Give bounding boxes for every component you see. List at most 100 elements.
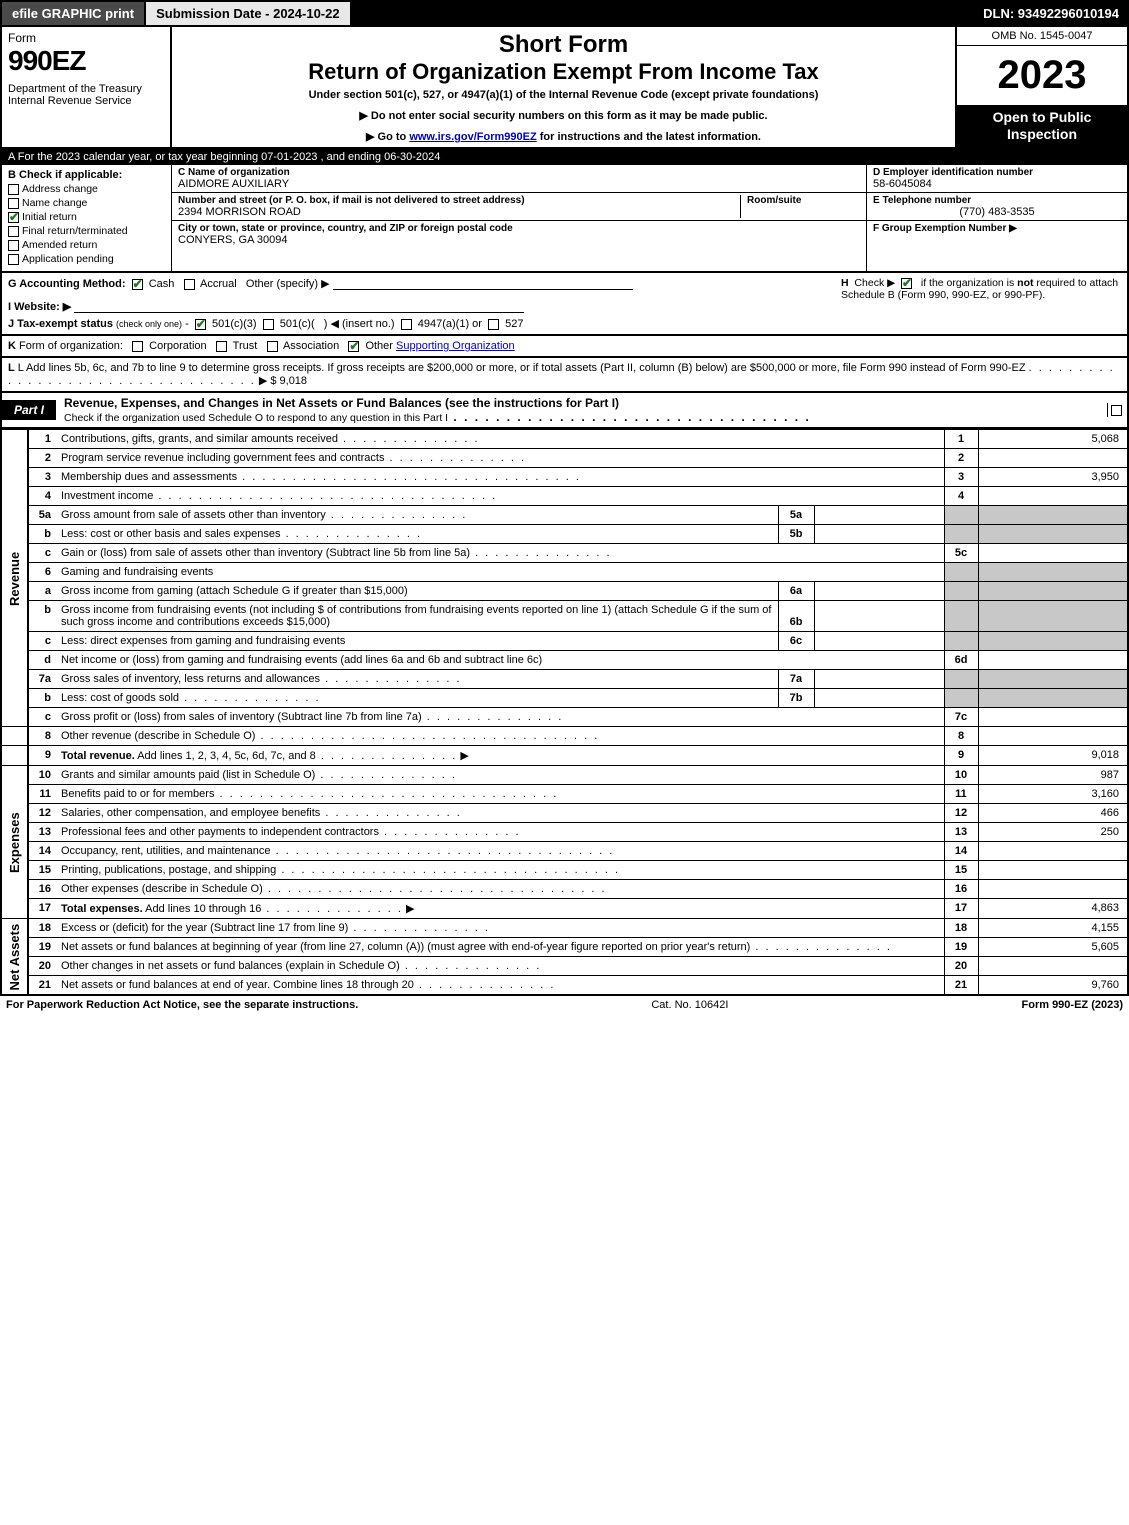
chk-schedule-b[interactable] — [901, 278, 912, 289]
block-bcdef: B Check if applicable: Address change Na… — [0, 165, 1129, 273]
block-ghi: G Accounting Method: Cash Accrual Other … — [0, 273, 1129, 336]
line-5a: 5a Gross amount from sale of assets othe… — [1, 506, 1128, 525]
chk-application-pending[interactable]: Application pending — [8, 253, 165, 265]
line-7c: c Gross profit or (loss) from sales of i… — [1, 708, 1128, 727]
chk-final-return[interactable]: Final return/terminated — [8, 225, 165, 237]
topbar: efile GRAPHIC print Submission Date - 20… — [0, 0, 1129, 27]
part1-table: Revenue 1 Contributions, gifts, grants, … — [0, 429, 1129, 996]
checkbox-icon[interactable] — [8, 226, 19, 237]
line-6b: b Gross income from fundraising events (… — [1, 601, 1128, 632]
ein-cell: D Employer identification number 58-6045… — [867, 165, 1127, 193]
line-16: 16 Other expenses (describe in Schedule … — [1, 880, 1128, 899]
line-12: 12 Salaries, other compensation, and emp… — [1, 804, 1128, 823]
website-line[interactable] — [74, 300, 524, 313]
goto-note: ▶ Go to www.irs.gov/Form990EZ for instru… — [180, 130, 947, 143]
org-name-cell: C Name of organization AIDMORE AUXILIARY — [172, 165, 866, 193]
chk-trust[interactable] — [216, 341, 227, 352]
checkbox-icon[interactable] — [8, 240, 19, 251]
form-header: Form 990EZ Department of the Treasury In… — [0, 27, 1129, 149]
chk-4947[interactable] — [401, 319, 412, 330]
form-word: Form — [8, 31, 164, 45]
sidelabel-netassets: Net Assets — [1, 919, 28, 996]
line-9: 9 Total revenue. Add lines 1, 2, 3, 4, 5… — [1, 746, 1128, 766]
line-10: Expenses 10 Grants and similar amounts p… — [1, 766, 1128, 785]
amt-11: 3,160 — [978, 785, 1128, 804]
chk-other-org[interactable] — [348, 341, 359, 352]
amt-7c — [978, 708, 1128, 727]
section-b-header: B Check if applicable: — [8, 169, 165, 181]
subamt-6c — [814, 632, 944, 651]
ssn-note: ▶ Do not enter social security numbers o… — [180, 109, 947, 122]
sidelabel-expenses: Expenses — [1, 766, 28, 919]
footer-right: Form 990-EZ (2023) — [1022, 999, 1124, 1011]
room-label: Room/suite — [747, 195, 860, 206]
line-21: 21 Net assets or fund balances at end of… — [1, 976, 1128, 996]
open-inspection: Open to Public Inspection — [957, 105, 1127, 147]
line-6d: d Net income or (loss) from gaming and f… — [1, 651, 1128, 670]
other-org-value[interactable]: Supporting Organization — [396, 340, 515, 352]
irs-link[interactable]: www.irs.gov/Form990EZ — [409, 131, 536, 143]
part1-title: Revenue, Expenses, and Changes in Net As… — [64, 393, 1107, 427]
chk-accrual[interactable] — [184, 279, 195, 290]
chk-527[interactable] — [488, 319, 499, 330]
amt-16 — [978, 880, 1128, 899]
ein-label: D Employer identification number — [873, 167, 1121, 178]
page-footer: For Paperwork Reduction Act Notice, see … — [0, 996, 1129, 1014]
part1-schedo-chk[interactable] — [1107, 403, 1127, 417]
amt-9: 9,018 — [978, 746, 1128, 766]
amt-5c — [978, 544, 1128, 563]
line-15: 15 Printing, publications, postage, and … — [1, 861, 1128, 880]
chk-initial-return[interactable]: Initial return — [8, 211, 165, 223]
line-6c: c Less: direct expenses from gaming and … — [1, 632, 1128, 651]
checkbox-icon[interactable] — [8, 254, 19, 265]
chk-corp[interactable] — [132, 341, 143, 352]
amt-2 — [978, 449, 1128, 468]
amt-1: 5,068 — [978, 430, 1128, 449]
block-l: L L Add lines 5b, 6c, and 7b to line 9 t… — [0, 358, 1129, 393]
footer-catno: Cat. No. 10642I — [358, 999, 1021, 1011]
line-6a: a Gross income from gaming (attach Sched… — [1, 582, 1128, 601]
line-17: 17 Total expenses. Add lines 10 through … — [1, 899, 1128, 919]
amt-17: 4,863 — [978, 899, 1128, 919]
chk-amended-return[interactable]: Amended return — [8, 239, 165, 251]
amt-6d — [978, 651, 1128, 670]
line-1: Revenue 1 Contributions, gifts, grants, … — [1, 430, 1128, 449]
chk-name-change[interactable]: Name change — [8, 197, 165, 209]
checkbox-icon[interactable] — [8, 198, 19, 209]
org-name-label: C Name of organization — [178, 167, 860, 178]
tax-year: 2023 — [957, 46, 1127, 105]
amt-12: 466 — [978, 804, 1128, 823]
subamt-6a — [814, 582, 944, 601]
goto-pre: ▶ Go to — [366, 131, 409, 143]
line-5c: c Gain or (loss) from sale of assets oth… — [1, 544, 1128, 563]
other-specify-line[interactable] — [333, 277, 633, 290]
checkbox-icon[interactable] — [1111, 405, 1122, 416]
org-city: CONYERS, GA 30094 — [178, 234, 860, 246]
amt-20 — [978, 957, 1128, 976]
checkbox-icon[interactable] — [8, 184, 19, 195]
amt-10: 987 — [978, 766, 1128, 785]
efile-print-btn[interactable]: efile GRAPHIC print — [2, 2, 146, 25]
phone-value: (770) 483-3535 — [873, 206, 1121, 218]
line-14: 14 Occupancy, rent, utilities, and maint… — [1, 842, 1128, 861]
chk-501c[interactable] — [263, 319, 274, 330]
org-addr: 2394 MORRISON ROAD — [178, 206, 740, 218]
chk-cash[interactable] — [132, 279, 143, 290]
amt-8 — [978, 727, 1128, 746]
line-7a: 7a Gross sales of inventory, less return… — [1, 670, 1128, 689]
amt-15 — [978, 861, 1128, 880]
checkbox-icon[interactable] — [8, 212, 19, 223]
line-7b: b Less: cost of goods sold 7b — [1, 689, 1128, 708]
org-city-cell: City or town, state or province, country… — [172, 221, 866, 248]
subamt-7a — [814, 670, 944, 689]
line-8: 8 Other revenue (describe in Schedule O)… — [1, 727, 1128, 746]
line-2: 2 Program service revenue including gove… — [1, 449, 1128, 468]
short-form-title: Short Form — [180, 31, 947, 59]
subamt-6b — [814, 601, 944, 632]
subamt-7b — [814, 689, 944, 708]
chk-501c3[interactable] — [195, 319, 206, 330]
chk-assoc[interactable] — [267, 341, 278, 352]
submission-date: Submission Date - 2024-10-22 — [146, 2, 352, 25]
org-addr-cell: Number and street (or P. O. box, if mail… — [172, 193, 866, 221]
chk-address-change[interactable]: Address change — [8, 183, 165, 195]
